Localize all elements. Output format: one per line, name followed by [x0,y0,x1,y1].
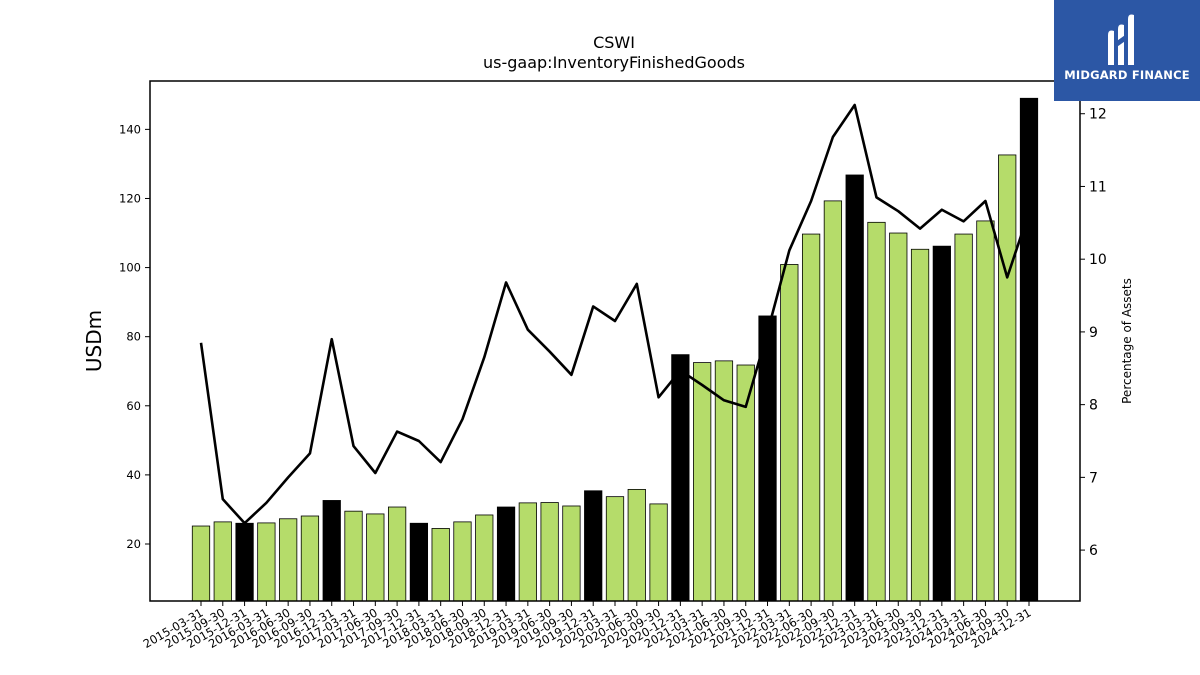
bar-2021-12-31 [758,315,777,602]
bar-2020-09-30 [649,503,668,602]
bar-2019-06-30 [540,502,559,602]
bar-2018-12-31 [496,506,516,602]
bar-2016-12-31 [322,500,341,602]
bar-2016-03-31 [257,522,276,602]
bar-2018-03-31 [431,528,450,602]
bar-2016-09-30 [300,515,320,602]
bar-2020-12-31 [671,354,690,602]
bar-2015-12-31 [235,522,254,602]
y2-tick-label: 8 [1089,398,1098,414]
y2-tick-label: 7 [1089,470,1098,486]
y-tick-label: 140 [119,122,141,136]
chart-subtitle: us-gaap:InventoryFinishedGoods [483,53,745,72]
bar-2017-09-30 [387,506,407,602]
bar-2022-03-31 [780,264,799,602]
y2-tick-label: 12 [1089,107,1107,123]
bar-2023-12-31 [932,245,951,602]
midgard-finance-logo: MIDGARD FINANCE [1054,0,1200,101]
bar-2017-03-31 [344,510,363,602]
bar-2022-06-30 [801,233,821,602]
y-tick-label: 60 [126,399,141,413]
bar-2020-03-31 [605,496,625,602]
y2-axis-label: Percentage of Assets [1120,278,1134,404]
bar-2024-03-31 [954,233,973,602]
y-tick-label: 20 [126,537,141,551]
y2-tick-label: 10 [1089,252,1107,268]
bar-2020-06-30 [627,488,646,602]
bar-2024-09-30 [998,154,1017,602]
bar-2021-09-30 [736,364,755,602]
chart-title: CSWI [593,33,635,52]
midgard-m-logo-icon [1108,14,1134,65]
y-tick-label: 100 [119,261,141,275]
y2-tick-label: 6 [1089,543,1098,559]
percentage-of-assets-line [199,103,1031,525]
y-tick-label: 80 [126,330,141,344]
bar-2019-09-30 [562,505,581,602]
y-tick-label: 40 [126,468,141,482]
logo-text: MIDGARD FINANCE [1064,68,1190,82]
bar-2022-12-31 [845,174,864,602]
bar-2016-06-30 [279,518,298,602]
bar-2017-06-30 [366,513,385,602]
bar-2021-03-31 [693,362,712,602]
bar-2023-06-30 [889,232,908,602]
bar-2024-12-31 [1019,97,1039,602]
y2-tick-label: 11 [1089,179,1107,195]
bar-2015-09-30 [213,521,232,602]
bar-2024-06-30 [976,220,995,602]
y2-tick-label: 9 [1089,325,1098,341]
y-tick-label: 120 [119,191,141,205]
bar-2023-09-30 [910,248,930,602]
bar-2018-09-30 [475,514,494,602]
bar-2018-06-30 [453,521,472,602]
bar-2023-03-31 [867,221,886,602]
bar-2017-12-31 [409,522,429,602]
y-axis-label: USDm [82,310,106,372]
bar-2019-12-31 [584,490,603,602]
bar-2015-03-31 [191,525,211,602]
bar-2022-09-30 [823,200,843,602]
bar-2019-03-31 [518,502,537,602]
